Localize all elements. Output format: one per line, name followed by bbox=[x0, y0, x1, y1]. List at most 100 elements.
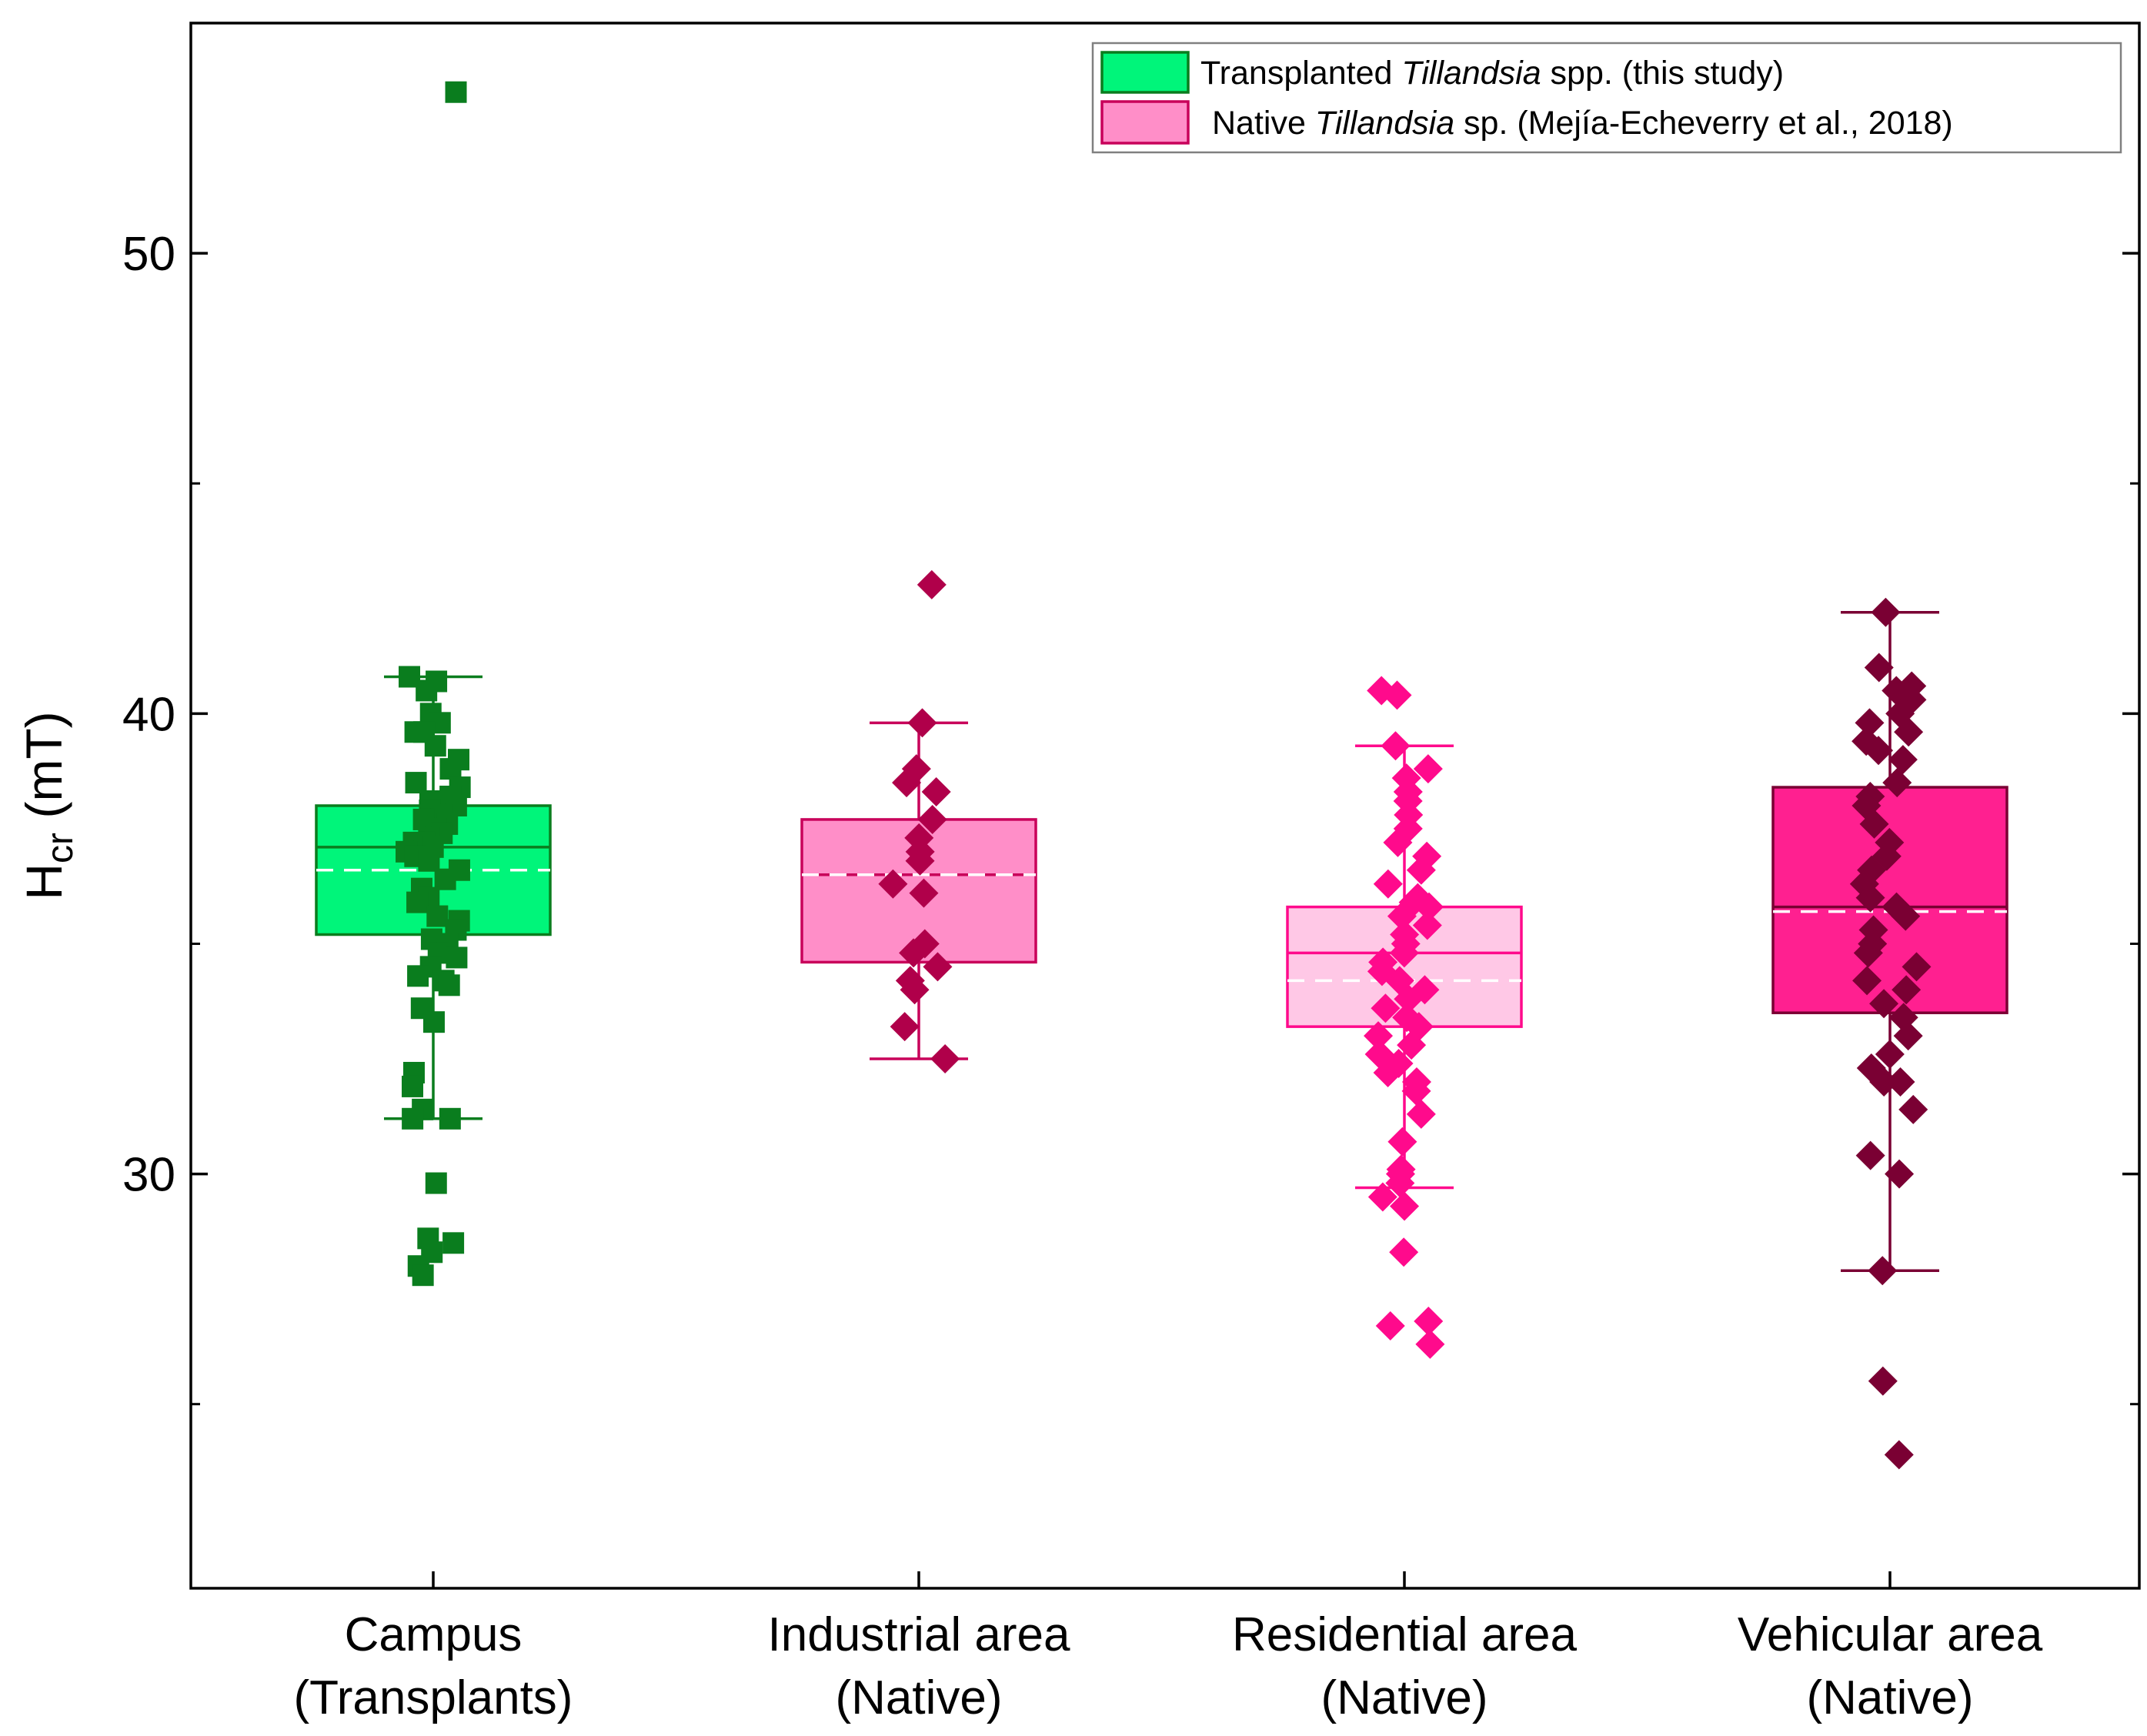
data-point bbox=[905, 846, 935, 876]
legend-box bbox=[1091, 42, 2122, 154]
legend-label-native-suffix: sp. (Mejía-Echeverry et al., 2018) bbox=[1454, 105, 1953, 142]
data-point bbox=[422, 1011, 445, 1033]
data-point bbox=[1406, 855, 1436, 885]
data-point bbox=[1852, 966, 1882, 996]
data-point bbox=[1387, 901, 1417, 931]
data-point bbox=[1898, 1094, 1928, 1124]
y-tick-label: 50 bbox=[122, 228, 175, 281]
data-point bbox=[1413, 754, 1443, 784]
legend-label-native: Native Tillandsia sp. (Mejía-Echeverry e… bbox=[1212, 105, 1953, 142]
data-point bbox=[1401, 1076, 1431, 1106]
data-point bbox=[412, 1264, 434, 1287]
data-point bbox=[892, 768, 922, 798]
data-point bbox=[1414, 892, 1444, 922]
data-point bbox=[405, 772, 427, 794]
data-point bbox=[418, 850, 440, 872]
legend-label-transplanted: Transplanted Tillandsia spp. (this study… bbox=[1200, 55, 1784, 92]
data-point bbox=[426, 905, 449, 927]
data-point bbox=[1894, 717, 1924, 747]
data-point bbox=[1884, 1440, 1914, 1470]
y-tick-label: 30 bbox=[122, 1149, 175, 1202]
data-point bbox=[1891, 901, 1921, 931]
axes: 30 40 50 bbox=[122, 228, 2139, 1588]
data-point bbox=[1385, 1168, 1415, 1198]
data-point bbox=[1868, 1256, 1898, 1286]
y-axis-title-subscript: cr bbox=[40, 833, 81, 863]
data-point bbox=[406, 891, 429, 913]
x-tick-label-industrial-line1: Industrial area bbox=[768, 1608, 1070, 1661]
data-point bbox=[1888, 745, 1918, 775]
data-point bbox=[424, 735, 446, 757]
data-point bbox=[1882, 768, 1912, 798]
plot-frame bbox=[189, 22, 2141, 1590]
x-tick-label-vehicular-line1: Vehicular area bbox=[1738, 1608, 2043, 1661]
series-group-3 bbox=[1286, 676, 1523, 1359]
data-point bbox=[1855, 883, 1885, 913]
data-point bbox=[923, 952, 953, 982]
data-point bbox=[890, 1012, 920, 1042]
data-point bbox=[1871, 597, 1901, 627]
data-point bbox=[1415, 1329, 1445, 1359]
x-tick-label-campus-line1: Campus bbox=[345, 1608, 523, 1661]
legend-label-transplanted-italic: Tillandsia bbox=[1401, 55, 1541, 92]
x-tick-label-residential-line2: (Native) bbox=[1321, 1671, 1488, 1724]
data-point bbox=[900, 975, 930, 1005]
data-point bbox=[1383, 827, 1413, 857]
legend: Transplanted Tillandsia spp. (this study… bbox=[1091, 42, 2122, 154]
legend-swatch-native bbox=[1100, 100, 1190, 145]
data-point bbox=[1892, 975, 1922, 1005]
series-group-4 bbox=[1771, 597, 2008, 1470]
data-point bbox=[878, 869, 908, 899]
data-point bbox=[1853, 938, 1883, 968]
data-point bbox=[402, 1075, 424, 1097]
data-point bbox=[930, 1044, 960, 1074]
data-point bbox=[1382, 680, 1412, 710]
y-axis-title-main: H bbox=[15, 863, 72, 900]
data-point bbox=[917, 804, 947, 834]
data-point bbox=[442, 1232, 465, 1254]
data-point bbox=[1367, 1182, 1397, 1212]
data-point bbox=[1397, 1030, 1427, 1060]
data-point bbox=[1855, 1140, 1885, 1170]
legend-label-transplanted-suffix: spp. (this study) bbox=[1541, 55, 1784, 92]
data-point bbox=[1371, 993, 1401, 1023]
y-axis-title: Hcr (mT) bbox=[15, 711, 81, 900]
legend-label-transplanted-prefix: Transplanted bbox=[1200, 55, 1401, 92]
data-point bbox=[1885, 1067, 1915, 1097]
data-point bbox=[1364, 1021, 1394, 1051]
series-group-1 bbox=[315, 81, 552, 1287]
data-point bbox=[1869, 989, 1899, 1019]
data-point bbox=[1390, 1191, 1420, 1221]
data-point bbox=[407, 965, 429, 987]
data-point bbox=[439, 1107, 461, 1130]
data-point bbox=[438, 974, 460, 997]
data-point bbox=[445, 81, 467, 103]
data-point bbox=[899, 938, 929, 968]
data-point bbox=[1373, 1057, 1403, 1087]
data-point bbox=[416, 679, 438, 702]
data-point bbox=[446, 946, 468, 969]
data-point bbox=[1868, 1366, 1898, 1396]
data-point bbox=[909, 878, 939, 908]
data-point bbox=[402, 1107, 424, 1130]
plot-content bbox=[315, 81, 2008, 1470]
data-point bbox=[1859, 809, 1889, 839]
series-group-2 bbox=[800, 569, 1037, 1074]
data-point bbox=[1414, 1307, 1444, 1337]
legend-label-native-prefix: Native bbox=[1212, 105, 1315, 142]
data-point bbox=[1412, 910, 1442, 940]
data-point bbox=[1375, 1311, 1405, 1341]
data-point bbox=[917, 569, 947, 599]
data-point bbox=[1902, 952, 1932, 982]
legend-label-native-italic: Tillandsia bbox=[1315, 105, 1454, 142]
data-point bbox=[1875, 1040, 1905, 1070]
data-point bbox=[1864, 736, 1894, 766]
data-point bbox=[1389, 938, 1419, 968]
x-tick-label-residential-line1: Residential area bbox=[1232, 1608, 1578, 1661]
data-point bbox=[434, 868, 456, 890]
x-tick-label-campus-line2: (Transplants) bbox=[294, 1671, 573, 1724]
data-point bbox=[1864, 653, 1894, 683]
data-point bbox=[1869, 1067, 1899, 1097]
y-axis-title-unit: (mT) bbox=[15, 711, 72, 833]
